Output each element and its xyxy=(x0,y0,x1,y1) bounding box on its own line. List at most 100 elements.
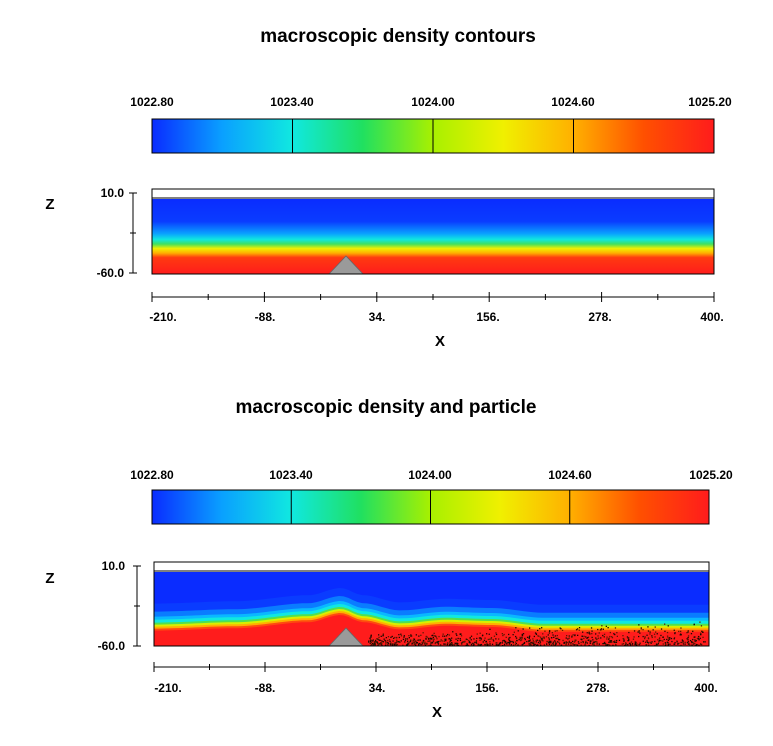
particle xyxy=(404,641,406,643)
particle xyxy=(392,643,394,645)
particle xyxy=(402,644,404,646)
particle xyxy=(622,643,625,645)
particle xyxy=(609,641,611,643)
particle xyxy=(470,643,473,645)
particle xyxy=(591,636,593,639)
particle xyxy=(510,640,512,643)
particle xyxy=(533,635,535,638)
x-tick-label: 34. xyxy=(369,310,386,324)
particle xyxy=(466,643,468,645)
particle xyxy=(513,631,515,633)
plot-frame xyxy=(153,561,710,572)
particle xyxy=(693,636,695,638)
particle xyxy=(370,644,372,647)
particle xyxy=(588,639,590,641)
particle xyxy=(680,630,682,633)
particle xyxy=(471,644,473,646)
particle xyxy=(582,631,584,633)
particle xyxy=(585,640,587,642)
particle xyxy=(660,640,662,642)
particle xyxy=(382,635,384,637)
particle xyxy=(435,636,438,638)
z-axis-label: Z xyxy=(45,196,54,213)
particle xyxy=(451,644,453,646)
particle xyxy=(381,640,383,642)
particle xyxy=(682,640,684,642)
particle xyxy=(700,632,702,634)
particle xyxy=(638,631,640,633)
particle xyxy=(480,643,483,646)
particle xyxy=(651,636,653,639)
particle xyxy=(393,637,395,639)
particle xyxy=(475,640,478,642)
particle xyxy=(476,637,478,640)
particle xyxy=(515,642,517,645)
particle xyxy=(598,632,600,634)
particle xyxy=(633,630,636,632)
particle xyxy=(411,643,413,645)
particle xyxy=(390,643,392,645)
particle xyxy=(440,639,442,641)
particle xyxy=(587,637,589,639)
particle xyxy=(504,642,506,644)
particle xyxy=(583,635,585,637)
particle xyxy=(597,628,599,631)
particle xyxy=(638,635,640,638)
particle xyxy=(676,640,678,642)
particle xyxy=(372,643,374,645)
particle xyxy=(687,637,689,639)
particle xyxy=(695,640,697,642)
particle xyxy=(556,637,558,640)
particle xyxy=(552,642,554,645)
particle xyxy=(486,642,488,644)
particle xyxy=(473,643,475,645)
particle xyxy=(528,643,530,645)
particle xyxy=(698,644,700,646)
particle xyxy=(475,641,477,644)
particle xyxy=(596,641,598,643)
particle xyxy=(585,636,587,638)
particle xyxy=(397,641,399,643)
particle xyxy=(660,628,663,630)
particle xyxy=(459,638,461,640)
particle xyxy=(434,642,436,645)
particle xyxy=(433,638,435,640)
particle xyxy=(692,641,694,644)
particle xyxy=(568,641,570,643)
colorbar-tick-label: 1022.80 xyxy=(130,95,174,109)
particle xyxy=(412,640,414,642)
particle xyxy=(701,630,703,632)
particle xyxy=(512,640,514,643)
particle xyxy=(521,634,524,636)
particle xyxy=(376,638,378,640)
particle xyxy=(373,641,375,643)
particle xyxy=(693,623,695,625)
particle xyxy=(418,644,420,646)
particle xyxy=(623,637,625,640)
particle xyxy=(540,637,542,640)
particle xyxy=(689,640,692,642)
particle xyxy=(653,633,656,635)
particle xyxy=(476,633,478,635)
particle xyxy=(460,635,463,637)
particle xyxy=(456,642,458,644)
particle xyxy=(488,633,490,635)
particle xyxy=(690,633,693,635)
x-axis-label: X xyxy=(432,704,442,721)
particle xyxy=(389,640,391,642)
particle xyxy=(613,641,615,643)
particle xyxy=(368,640,370,642)
particle xyxy=(437,643,440,645)
particle xyxy=(657,643,659,645)
particle xyxy=(667,636,669,639)
particle xyxy=(560,644,562,646)
particle xyxy=(556,630,558,632)
particle xyxy=(666,641,668,643)
particle xyxy=(633,636,635,638)
z-tick-label: -60.0 xyxy=(97,266,125,280)
particle xyxy=(626,636,629,638)
particle xyxy=(665,643,667,646)
x-tick-label: -88. xyxy=(255,310,276,324)
particle xyxy=(453,644,455,646)
particle xyxy=(628,643,631,645)
